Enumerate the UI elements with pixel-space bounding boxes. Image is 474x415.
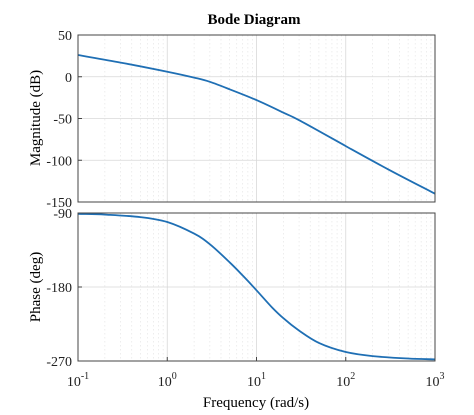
xtick-label: 100 bbox=[158, 371, 177, 390]
magnitude-ytick-label: -150 bbox=[46, 196, 72, 211]
xtick-label: 101 bbox=[247, 371, 266, 390]
xtick-label: 10-1 bbox=[67, 371, 89, 390]
phase-ylabel: Phase (deg) bbox=[28, 252, 44, 322]
magnitude-ylabel: Magnitude (dB) bbox=[28, 70, 44, 166]
magnitude-curve bbox=[77, 54, 436, 195]
phase-ytick-label: -90 bbox=[53, 207, 72, 222]
magnitude-ytick-label: -50 bbox=[53, 113, 72, 128]
magnitude-ytick-label: -100 bbox=[46, 154, 72, 169]
phase-ytick-label: -180 bbox=[46, 281, 72, 296]
xtick-label: 102 bbox=[336, 371, 355, 390]
chart-title: Bode Diagram bbox=[208, 12, 301, 28]
magnitude-ytick-label: 0 bbox=[65, 71, 72, 86]
xtick-label: 103 bbox=[426, 371, 445, 390]
magnitude-panel: 50 0 -50 -100 -150 Magnitude (dB) bbox=[28, 29, 436, 211]
magnitude-ytick-label: 50 bbox=[58, 29, 72, 44]
phase-panel: -90 -180 -270 10-1 100 101 102 103 Phase (deg)… bbox=[28, 207, 445, 411]
phase-curve bbox=[77, 212, 436, 361]
frequency-xlabel: Frequency (rad/s) bbox=[203, 395, 309, 411]
phase-ytick-label: -270 bbox=[46, 355, 72, 370]
